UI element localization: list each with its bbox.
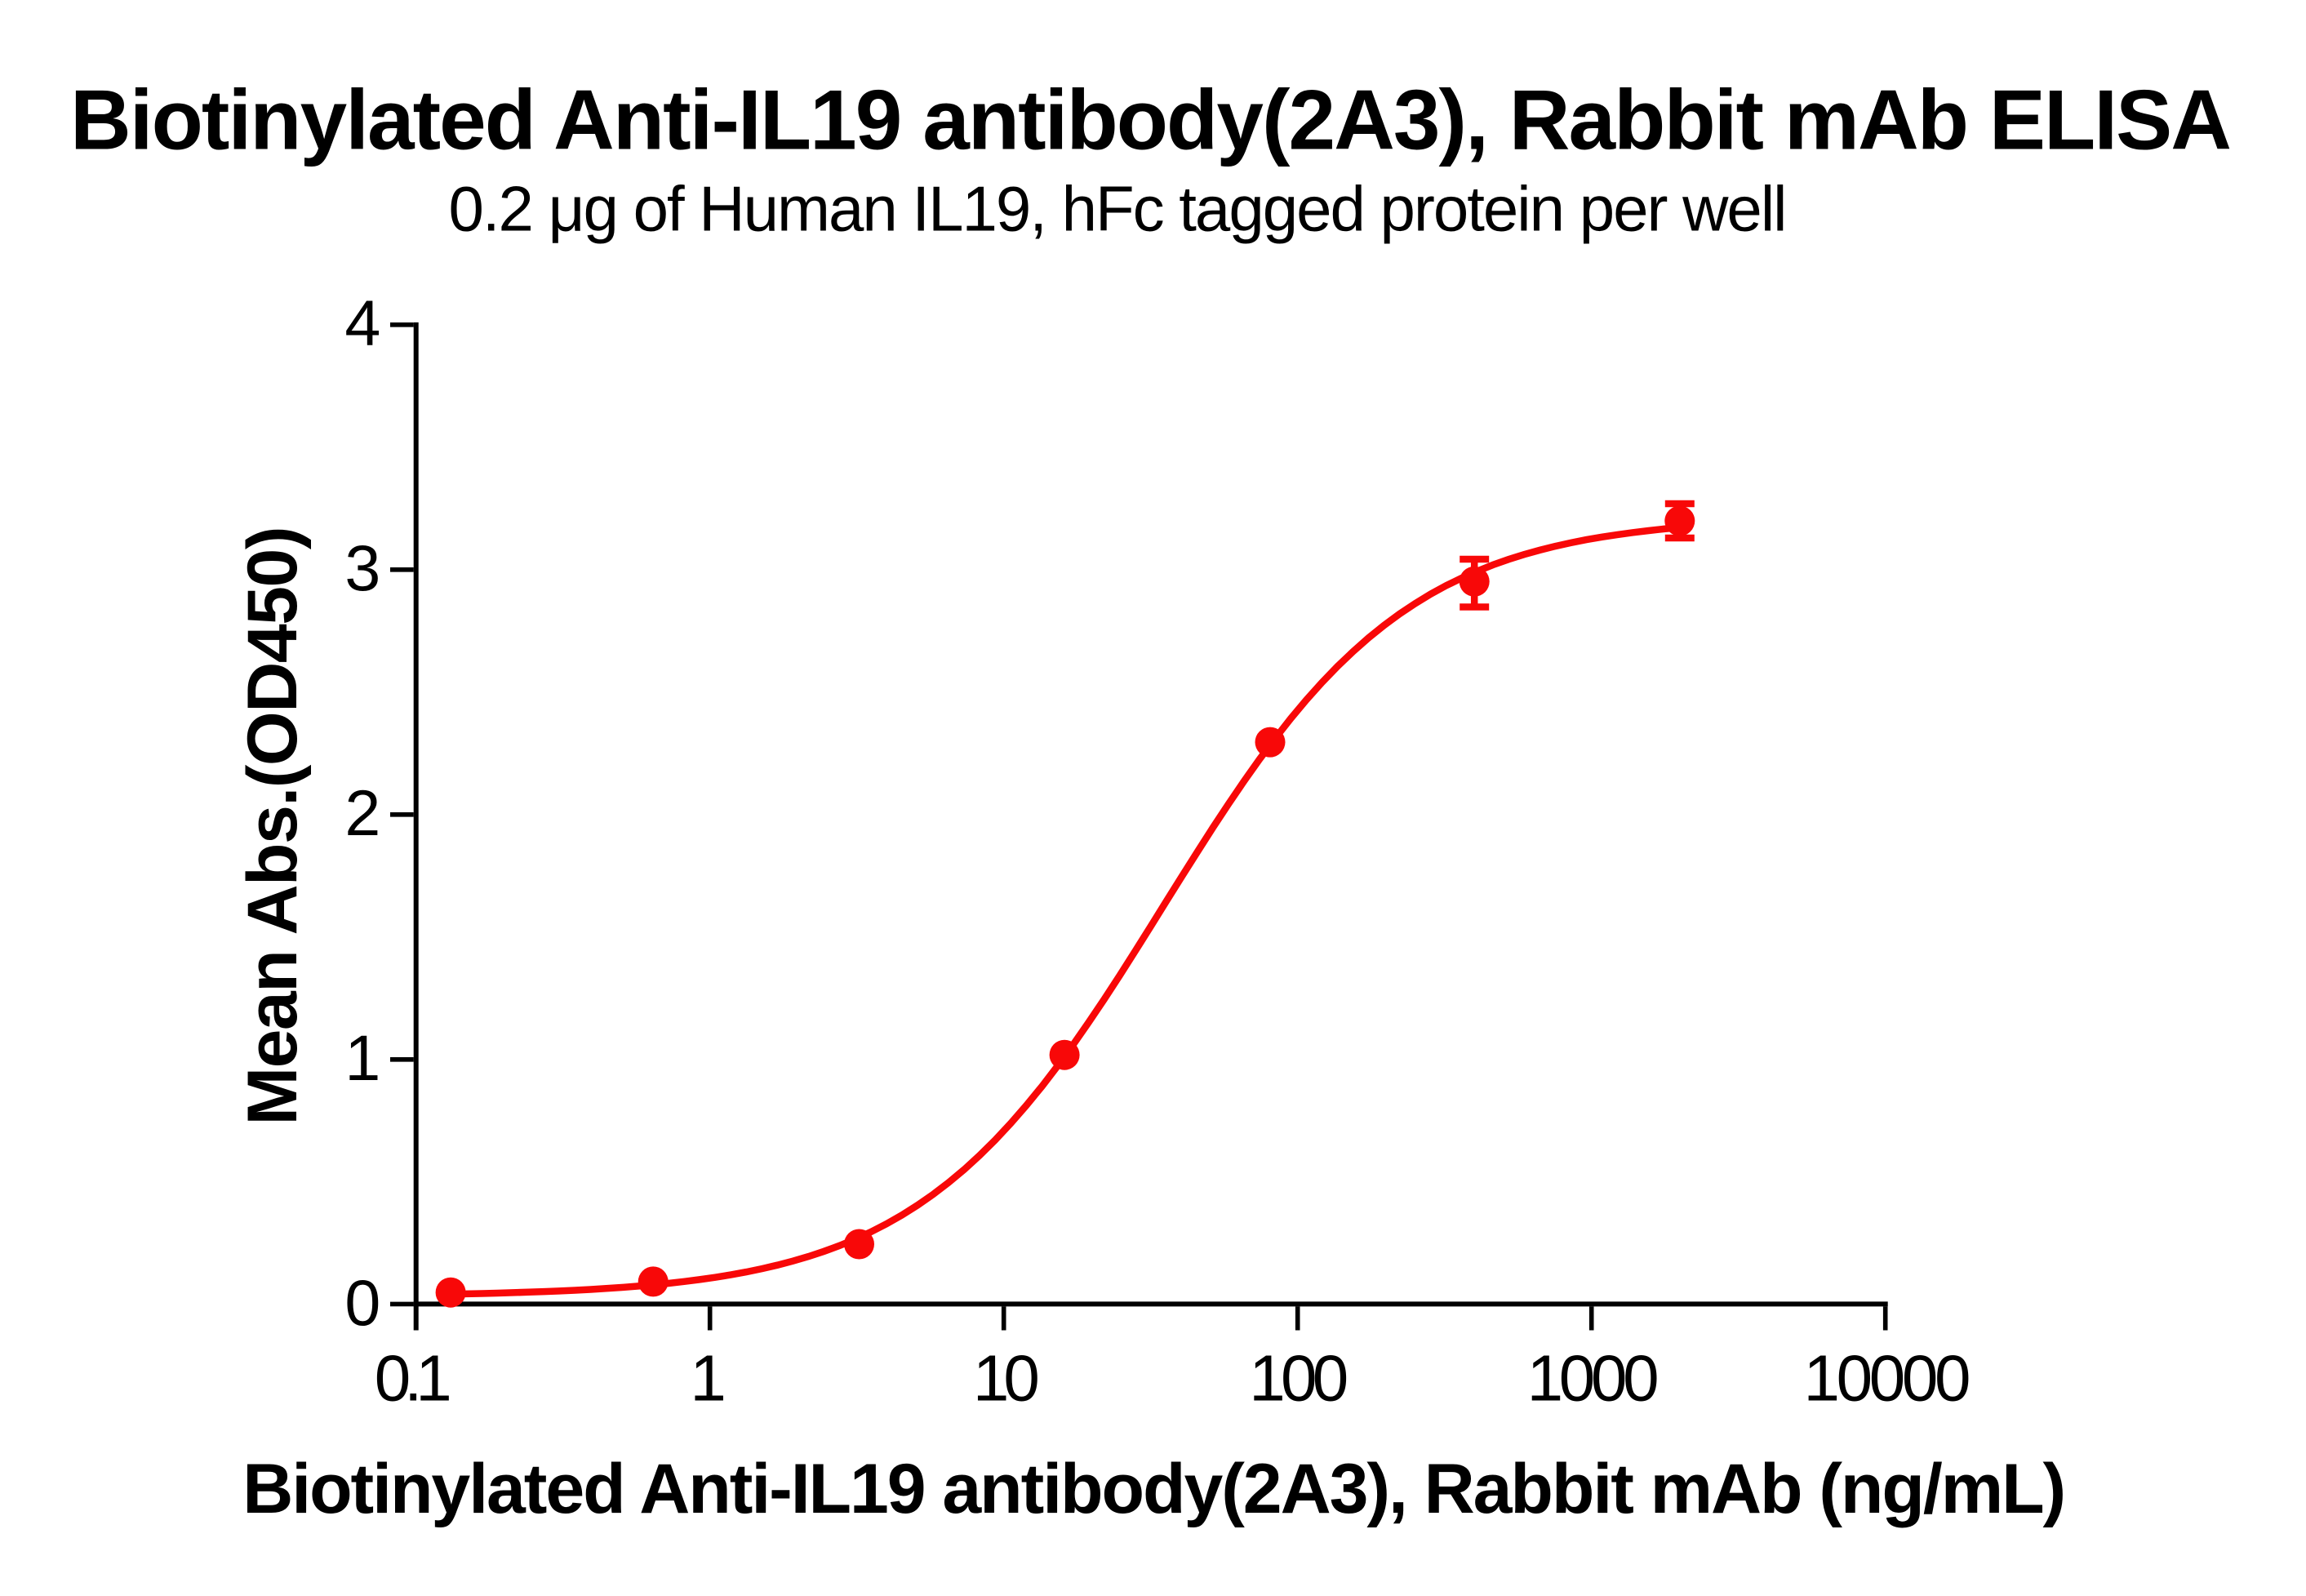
svg-text:Biotinylated Anti-IL19 antibod: Biotinylated Anti-IL19 antibody(2A3), Ra… xyxy=(242,1450,2066,1528)
svg-text:1: 1 xyxy=(344,1021,380,1094)
svg-text:Mean Abs.(OD450): Mean Abs.(OD450) xyxy=(233,527,312,1126)
svg-text:1: 1 xyxy=(690,1342,726,1415)
svg-text:3: 3 xyxy=(344,531,380,604)
svg-text:2: 2 xyxy=(344,776,380,849)
svg-text:10000: 10000 xyxy=(1804,1342,1971,1415)
svg-text:10: 10 xyxy=(973,1342,1040,1415)
svg-text:0.1: 0.1 xyxy=(375,1342,452,1415)
svg-text:0.2 μg of Human IL19, hFc tagg: 0.2 μg of Human IL19, hFc tagged protein… xyxy=(449,173,1788,245)
svg-text:100: 100 xyxy=(1249,1342,1348,1415)
svg-text:1000: 1000 xyxy=(1527,1342,1660,1415)
svg-text:Biotinylated Anti-IL19 antibod: Biotinylated Anti-IL19 antibody(2A3), Ra… xyxy=(70,73,2232,167)
svg-text:4: 4 xyxy=(344,287,380,359)
svg-text:0: 0 xyxy=(344,1266,380,1339)
